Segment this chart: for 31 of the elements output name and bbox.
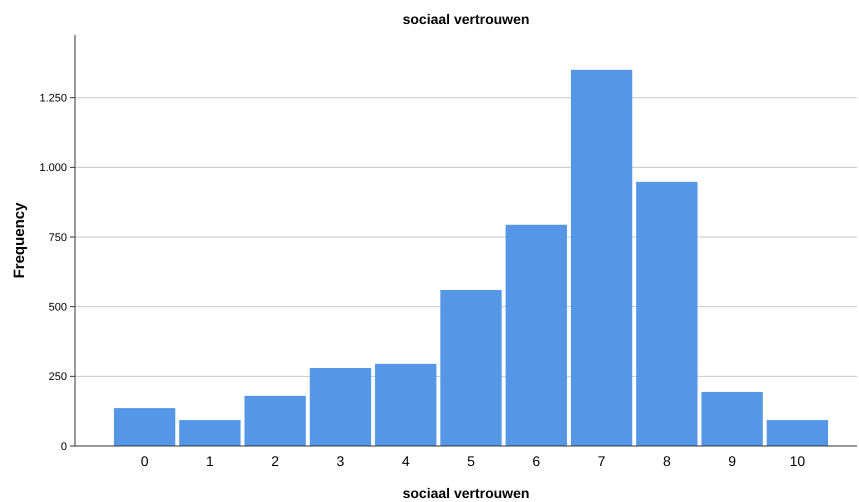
x-tick-label: 2: [271, 453, 280, 469]
x-tick-label: 6: [532, 453, 540, 469]
x-tick-label: 5: [467, 453, 476, 469]
x-tick-label: 8: [662, 453, 671, 469]
y-tick-label: 750: [48, 232, 67, 244]
x-tick-label: 9: [728, 453, 736, 469]
x-tick-label: 4: [402, 453, 410, 469]
y-tick-label: 1.250: [39, 92, 67, 105]
y-axis-title: Frequency: [11, 202, 28, 278]
x-tick-label: 7: [598, 453, 606, 469]
bar: [440, 290, 502, 446]
bar: [375, 364, 436, 446]
bar: [244, 396, 306, 446]
bar: [570, 70, 632, 446]
bar: [179, 420, 241, 446]
chart-title: sociaal vertrouwen: [402, 11, 530, 27]
bar: [310, 368, 372, 446]
bar: [766, 420, 828, 446]
y-tick-label: 250: [48, 371, 67, 384]
bar: [701, 392, 763, 446]
y-tick-label: 1.000: [39, 162, 67, 174]
x-tick-label: 0: [140, 453, 149, 469]
bar: [114, 408, 176, 446]
bar: [506, 224, 567, 446]
bar: [636, 182, 698, 446]
y-tick-label: 500: [48, 302, 67, 314]
y-tick-label: 0: [60, 440, 67, 453]
x-tick-label: 1: [206, 453, 214, 469]
x-axis-title: sociaal vertrouwen: [402, 485, 530, 501]
x-tick-label: 3: [336, 453, 345, 469]
x-tick-label: 10: [790, 453, 806, 469]
